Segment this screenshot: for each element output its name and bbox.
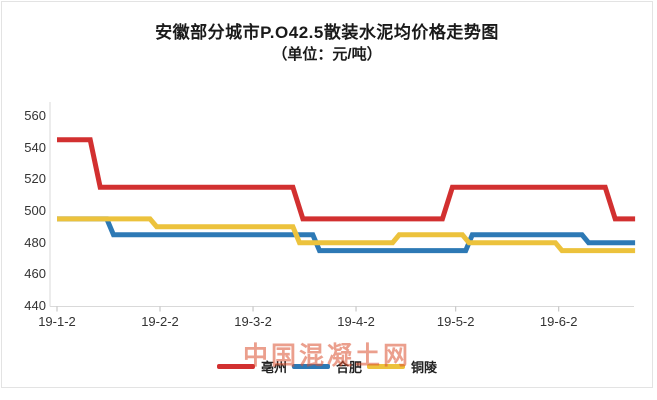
y-tick-label-460: 460 — [24, 266, 46, 282]
hefei-line-swatch — [291, 364, 330, 369]
y-tick-label-500: 500 — [24, 203, 46, 218]
y-tick-label-540: 540 — [24, 139, 46, 155]
legend-item-bozhou: 亳州 — [216, 357, 287, 376]
y-tick-label-520: 520 — [24, 171, 46, 187]
bozhou-line-swatch — [216, 364, 255, 369]
y-tick-label-440: 440 — [24, 298, 46, 313]
tongling-line-swatch — [367, 364, 405, 369]
chart-title: 安徽部分城市P.O42.5散装水泥均价格走势图 — [155, 23, 499, 42]
x-tick-label-19-5-2: 19-5-2 — [436, 314, 475, 329]
axes — [49, 102, 634, 312]
x-tick-label-19-6-2: 19-6-2 — [539, 314, 578, 329]
x-tick-label-19-4-2: 19-4-2 — [337, 314, 375, 329]
x-tick-label-19-2-2: 19-2-2 — [141, 314, 179, 329]
legend-item-hefei: 合肥 — [291, 357, 362, 376]
price-trend-chart-card: 安徽部分城市P.O42.5散装水泥均价格走势图 （单位：元/吨） 560 540 5… — [1, 1, 653, 388]
legend-label-tongling: 铜陵 — [411, 360, 438, 375]
chart-legend: 亳州 合肥 铜陵 — [2, 357, 652, 376]
y-tick-label-560: 560 — [24, 108, 46, 123]
series-line-hefei — [57, 216, 636, 254]
series-lines — [57, 137, 636, 254]
x-tick-label-19-3-2: 19-3-2 — [234, 314, 272, 329]
price-line-plot — [49, 102, 636, 312]
legend-label-bozhou: 亳州 — [260, 360, 287, 375]
x-tick-label-19-1-2: 19-1-2 — [38, 314, 76, 329]
series-line-tongling — [57, 216, 636, 254]
legend-item-tongling: 铜陵 — [367, 357, 437, 376]
chart-subtitle-unit: （单位：元/吨） — [272, 46, 382, 63]
y-tick-label-480: 480 — [24, 234, 46, 250]
series-line-bozhou — [57, 137, 636, 222]
legend-label-hefei: 合肥 — [335, 360, 362, 375]
